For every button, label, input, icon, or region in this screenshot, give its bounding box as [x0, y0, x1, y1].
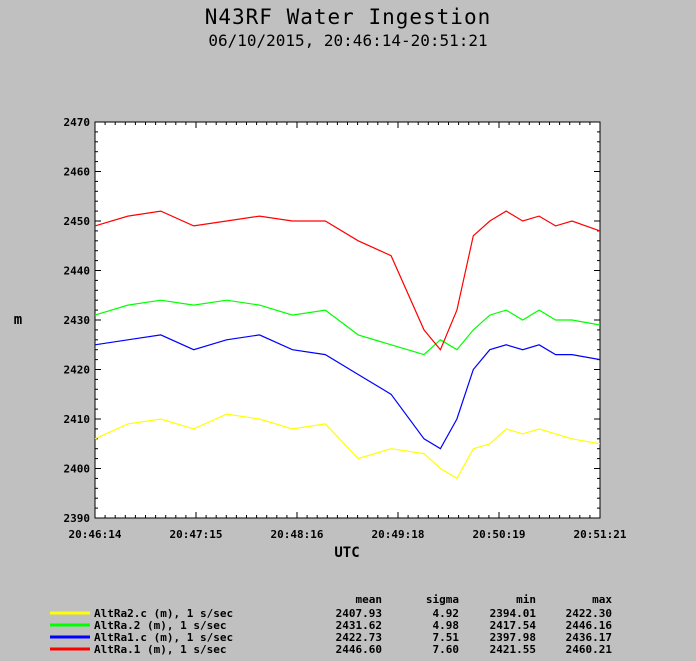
- y-tick-label: 2450: [64, 215, 91, 228]
- x-tick-label: 20:51:21: [574, 528, 627, 541]
- legend-max: 2422.30: [566, 607, 612, 620]
- x-tick-label: 20:49:18: [372, 528, 425, 541]
- legend-max: 2460.21: [566, 643, 613, 656]
- y-tick-label: 2400: [64, 463, 91, 476]
- y-tick-labels: 2390 2400 2410 2420 2430 2440 2450 2460 2470: [64, 116, 91, 525]
- legend-min: 2397.98: [490, 631, 536, 644]
- legend-mean: 2446.60: [336, 643, 382, 656]
- legend-sigma: 7.51: [433, 631, 460, 644]
- y-axis-label: m: [14, 312, 22, 328]
- series-layer: [94, 210, 601, 480]
- legend-header-mean: mean: [356, 593, 383, 606]
- legend-min: 2421.55: [490, 643, 536, 656]
- tick-marks: [94, 121, 601, 519]
- legend-max: 2446.16: [566, 619, 613, 632]
- x-tick-labels: 20:46:14 20:47:15 20:48:16 20:49:18 20:50:19…: [69, 528, 627, 541]
- y-tick-label: 2420: [64, 364, 91, 377]
- y-tick-label: 2470: [64, 116, 91, 129]
- y-tick-label: 2390: [64, 512, 91, 525]
- legend-header-max: max: [592, 593, 612, 606]
- legend-min: 2417.54: [490, 619, 537, 632]
- x-tick-label: 20:50:19: [473, 528, 526, 541]
- x-tick-label: 20:47:15: [170, 528, 223, 541]
- legend-label: AltRa2.c (m), 1 s/sec: [94, 607, 233, 620]
- legend-sigma: 4.98: [433, 619, 460, 632]
- legend-sigma: 7.60: [433, 643, 460, 656]
- y-tick-label: 2440: [64, 265, 91, 278]
- x-tick-label: 20:48:16: [271, 528, 324, 541]
- x-axis-label: UTC: [334, 545, 359, 561]
- x-tick-label: 20:46:14: [69, 528, 122, 541]
- legend-mean: 2407.93: [336, 607, 382, 620]
- series-line-1: [94, 299, 601, 356]
- legend-mean: 2431.62: [336, 619, 382, 632]
- legend-max: 2436.17: [566, 631, 612, 644]
- y-tick-label: 2460: [64, 166, 91, 179]
- y-tick-label: 2410: [64, 413, 91, 426]
- legend-sigma: 4.92: [433, 607, 460, 620]
- legend-rows: AltRa2.c (m), 1 s/sec 2407.93 4.92 2394.01 2…: [50, 607, 612, 656]
- series-line-0: [94, 413, 601, 480]
- legend-header-sigma: sigma: [426, 593, 459, 606]
- series-line-2: [94, 334, 601, 450]
- y-tick-label: 2430: [64, 314, 91, 327]
- series-line-3: [94, 210, 601, 351]
- plot-area: [94, 121, 601, 519]
- legend-min: 2394.01: [490, 607, 537, 620]
- legend: mean sigma min max AltRa2.c (m), 1 s/sec…: [50, 593, 612, 656]
- legend-label: AltRa1.c (m), 1 s/sec: [94, 631, 233, 644]
- legend-header-min: min: [516, 593, 536, 606]
- legend-label: AltRa.1 (m), 1 s/sec: [94, 643, 226, 656]
- chart-subtitle: 06/10/2015, 20:46:14-20:51:21: [208, 31, 488, 50]
- legend-label: AltRa.2 (m), 1 s/sec: [94, 619, 226, 632]
- chart-title: N43RF Water Ingestion: [204, 5, 492, 29]
- legend-mean: 2422.73: [336, 631, 382, 644]
